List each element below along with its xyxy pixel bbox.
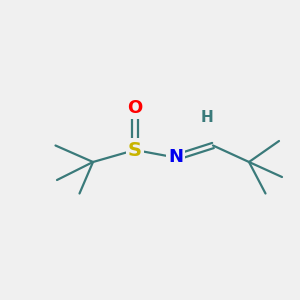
Text: S: S xyxy=(128,140,142,160)
Text: H: H xyxy=(201,110,213,124)
Text: N: N xyxy=(168,148,183,166)
Text: O: O xyxy=(128,99,142,117)
